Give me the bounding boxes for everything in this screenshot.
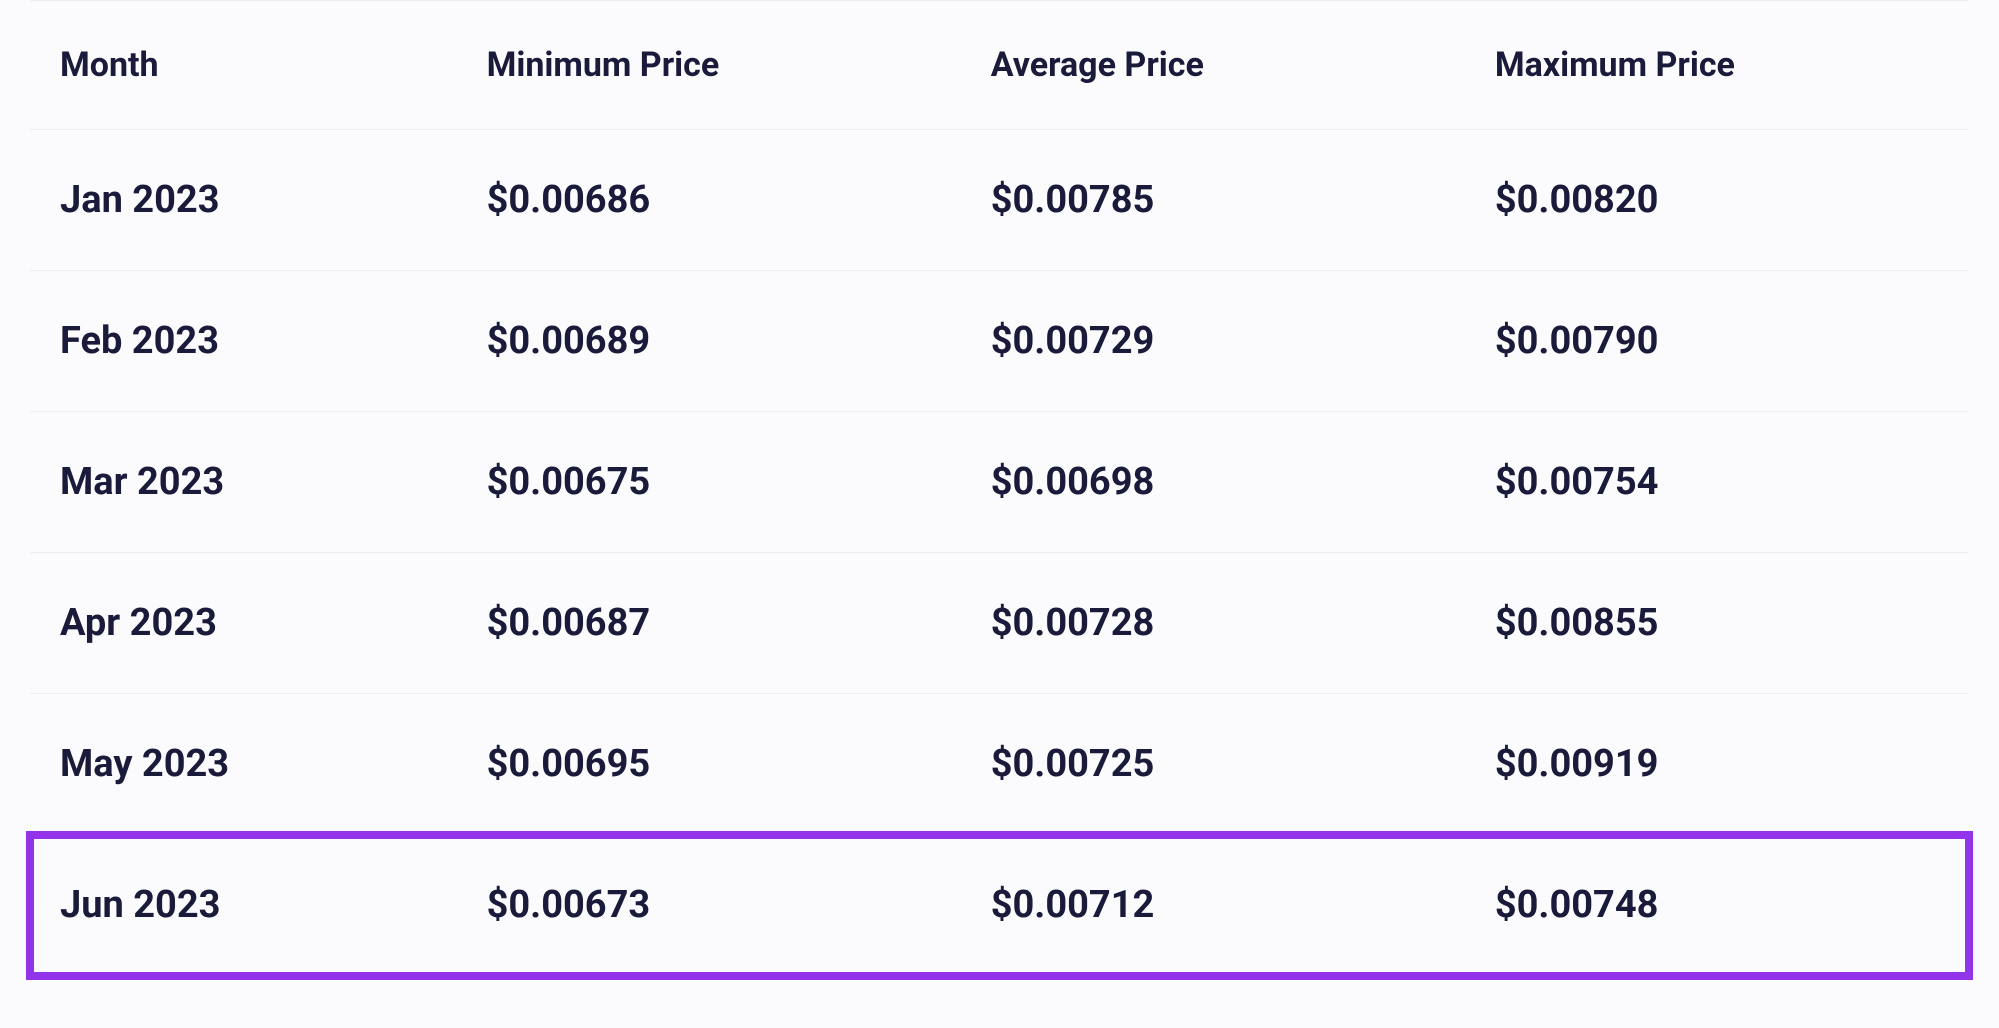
table-row-highlighted: Jun 2023 $0.00673 $0.00712 $0.00748 — [30, 835, 1969, 976]
cell-min: $0.00687 — [457, 553, 961, 694]
cell-month: Apr 2023 — [30, 553, 457, 694]
cell-month: Mar 2023 — [30, 412, 457, 553]
header-max-price: Maximum Price — [1465, 1, 1969, 130]
table-row: May 2023 $0.00695 $0.00725 $0.00919 — [30, 694, 1969, 835]
table-row: Jan 2023 $0.00686 $0.00785 $0.00820 — [30, 130, 1969, 271]
header-month: Month — [30, 1, 457, 130]
cell-max: $0.00754 — [1465, 412, 1969, 553]
table-header-row: Month Minimum Price Average Price Maximu… — [30, 1, 1969, 130]
header-min-price: Minimum Price — [457, 1, 961, 130]
table-body: Jan 2023 $0.00686 $0.00785 $0.00820 Feb … — [30, 130, 1969, 976]
cell-month: Jan 2023 — [30, 130, 457, 271]
cell-month: Feb 2023 — [30, 271, 457, 412]
table-row: Mar 2023 $0.00675 $0.00698 $0.00754 — [30, 412, 1969, 553]
cell-min: $0.00686 — [457, 130, 961, 271]
cell-min: $0.00689 — [457, 271, 961, 412]
table-row: Apr 2023 $0.00687 $0.00728 $0.00855 — [30, 553, 1969, 694]
cell-avg: $0.00728 — [961, 553, 1465, 694]
price-table: Month Minimum Price Average Price Maximu… — [30, 0, 1969, 976]
cell-min: $0.00695 — [457, 694, 961, 835]
cell-min: $0.00673 — [457, 835, 961, 976]
cell-max: $0.00820 — [1465, 130, 1969, 271]
table-row: Feb 2023 $0.00689 $0.00729 $0.00790 — [30, 271, 1969, 412]
cell-max: $0.00919 — [1465, 694, 1969, 835]
cell-min: $0.00675 — [457, 412, 961, 553]
cell-avg: $0.00725 — [961, 694, 1465, 835]
cell-avg: $0.00698 — [961, 412, 1465, 553]
header-avg-price: Average Price — [961, 1, 1465, 130]
cell-max: $0.00748 — [1465, 835, 1969, 976]
cell-avg: $0.00729 — [961, 271, 1465, 412]
cell-month: Jun 2023 — [30, 835, 457, 976]
cell-max: $0.00855 — [1465, 553, 1969, 694]
cell-month: May 2023 — [30, 694, 457, 835]
cell-avg: $0.00712 — [961, 835, 1465, 976]
cell-max: $0.00790 — [1465, 271, 1969, 412]
cell-avg: $0.00785 — [961, 130, 1465, 271]
price-table-container: Month Minimum Price Average Price Maximu… — [0, 0, 1999, 976]
